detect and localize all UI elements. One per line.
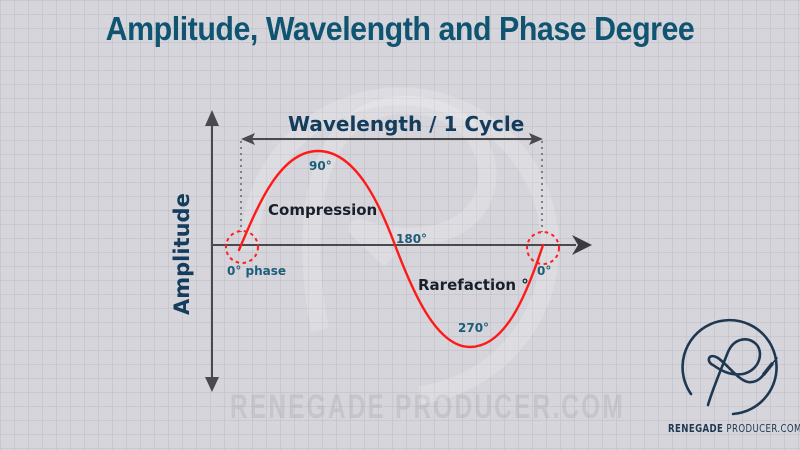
arrow-right-icon	[572, 235, 592, 255]
brand-logo-icon	[681, 318, 778, 416]
arrow-up-icon	[205, 110, 219, 126]
amplitude-label: Amplitude	[170, 193, 194, 315]
wavelength-arrow	[241, 133, 543, 145]
phase-90-label: 90°	[309, 159, 332, 173]
arrow-left-icon	[241, 133, 255, 145]
page-title: Amplitude, Wavelength and Phase Degree	[105, 10, 695, 47]
phase-0-start-label: 0° phase	[227, 264, 287, 278]
rarefaction-label: Rarefaction °	[418, 276, 529, 294]
phase-180-label: 180°	[396, 232, 428, 246]
wavelength-label: Wavelength / 1 Cycle	[288, 112, 525, 136]
brand-name-rest: PRODUCER.COM	[723, 422, 800, 435]
compression-label: Compression	[268, 201, 378, 219]
phase-start-circle	[225, 230, 259, 264]
sine-wave	[237, 149, 545, 349]
amplitude-axis	[205, 110, 219, 392]
arrow-right-icon	[529, 133, 543, 145]
brand-name-bold: RENEGADE	[668, 422, 724, 435]
brand-name: RENEGADE PRODUCER.COM	[668, 422, 800, 435]
arrow-down-icon	[205, 377, 219, 392]
phase-0-end-label: 0°	[537, 264, 552, 278]
background-logo-watermark	[240, 87, 559, 404]
phase-270-label: 270°	[458, 321, 490, 335]
phase-end-circle	[526, 231, 560, 265]
